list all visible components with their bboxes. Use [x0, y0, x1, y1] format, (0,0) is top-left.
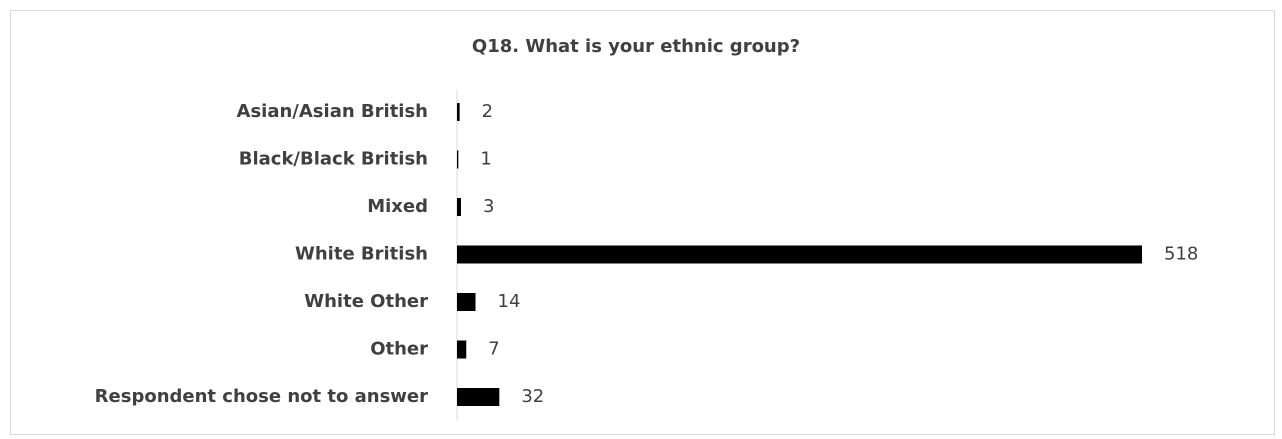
data-label: 1 [480, 149, 491, 170]
bar [457, 150, 459, 169]
category-label: Black/Black British [239, 149, 428, 170]
category-label: Respondent chose not to answer [95, 386, 428, 407]
data-label: 3 [483, 196, 494, 217]
data-label: 518 [1164, 244, 1198, 265]
bar [457, 388, 500, 406]
category-label: White British [295, 244, 428, 265]
chart-frame [10, 10, 1275, 435]
data-label: 7 [488, 339, 499, 360]
bar [457, 198, 461, 216]
bar [457, 245, 1142, 264]
chart-title: Q18. What is your ethnic group? [472, 36, 800, 57]
bar [457, 293, 476, 311]
data-label: 2 [482, 101, 493, 122]
bar [457, 103, 460, 121]
category-label: Mixed [367, 196, 428, 217]
data-label: 32 [521, 386, 544, 407]
data-label: 14 [498, 291, 521, 312]
category-label: Other [370, 339, 428, 360]
bar [457, 340, 467, 359]
category-label: Asian/Asian British [237, 101, 428, 122]
category-label: White Other [304, 291, 428, 312]
